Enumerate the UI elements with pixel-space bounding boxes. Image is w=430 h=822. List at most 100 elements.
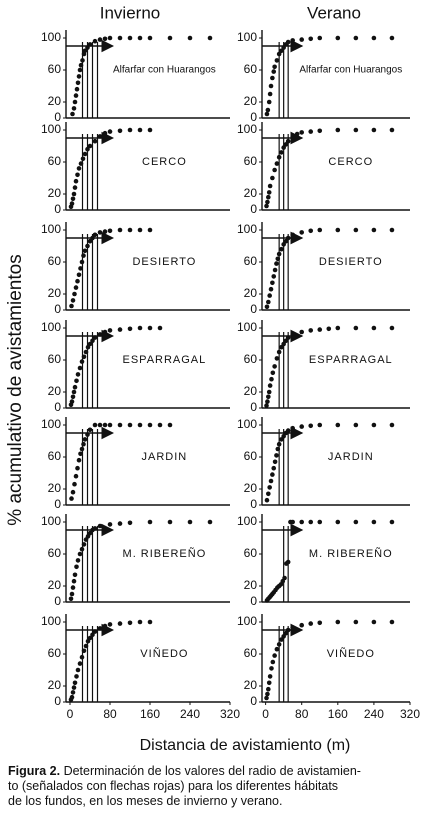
point: [117, 128, 123, 134]
point: [270, 75, 275, 81]
point: [70, 394, 76, 400]
y-tick-label: 60: [244, 352, 258, 366]
point: [274, 453, 279, 458]
point: [265, 199, 270, 205]
point: [279, 344, 284, 350]
point: [81, 354, 87, 360]
point: [81, 648, 87, 654]
point: [137, 619, 143, 625]
point: [267, 293, 272, 298]
point: [353, 227, 359, 233]
panel-title: CERCO: [328, 156, 373, 168]
point: [127, 620, 133, 626]
point: [317, 128, 323, 134]
point: [70, 298, 76, 303]
panel-title: DESIERTO: [319, 256, 383, 268]
point: [308, 129, 314, 134]
point: [75, 667, 81, 673]
point: [97, 230, 103, 235]
point: [285, 138, 291, 144]
y-tick-label: 0: [250, 497, 257, 511]
point: [79, 546, 85, 552]
point: [281, 145, 286, 150]
point: [74, 86, 80, 92]
point: [70, 489, 76, 495]
point: [271, 274, 277, 279]
point: [267, 485, 272, 490]
y-tick-label: 60: [244, 154, 258, 168]
panel-title: ESPARRAGAL: [123, 354, 207, 366]
point: [97, 523, 103, 529]
point: [266, 491, 271, 497]
point: [353, 325, 359, 331]
point: [265, 691, 270, 697]
panel-title: ESPARRAGAL: [309, 354, 393, 366]
point: [127, 35, 133, 41]
panel-title: VIÑEDO: [327, 647, 375, 660]
point: [167, 35, 173, 41]
point: [290, 519, 295, 525]
caption: Figura 2. Determinación de los valores d…: [8, 764, 426, 809]
point: [71, 191, 77, 197]
panel-title: VIÑEDO: [140, 647, 188, 660]
panel-title: CERCO: [142, 156, 187, 168]
point: [272, 653, 277, 658]
point: [102, 623, 108, 629]
point: [147, 619, 153, 625]
point: [371, 619, 377, 625]
point: [279, 150, 284, 155]
point: [87, 530, 93, 536]
point: [83, 349, 89, 355]
point: [283, 630, 289, 636]
point: [275, 446, 281, 452]
point: [281, 242, 286, 247]
point: [75, 465, 80, 471]
point: [282, 575, 287, 581]
point: [335, 519, 341, 525]
point: [266, 99, 272, 105]
y-tick-label: 20: [244, 678, 258, 692]
point: [70, 196, 76, 202]
point: [371, 519, 377, 525]
point: [82, 151, 88, 157]
point: [299, 424, 305, 429]
point: [290, 38, 295, 43]
point: [75, 80, 81, 86]
point: [290, 232, 295, 238]
point: [270, 175, 275, 181]
point: [147, 227, 153, 233]
point: [317, 327, 323, 332]
point: [279, 637, 284, 642]
point: [299, 519, 305, 525]
point: [127, 422, 133, 428]
point: [90, 338, 95, 344]
point: [371, 422, 377, 428]
column-title: Invierno: [100, 3, 160, 22]
point: [102, 36, 108, 42]
point: [279, 246, 284, 252]
point: [117, 327, 123, 332]
point: [308, 328, 314, 333]
point: [335, 422, 341, 428]
point: [389, 35, 395, 41]
point: [308, 519, 314, 525]
point: [276, 154, 282, 160]
point: [266, 190, 272, 195]
point: [73, 178, 79, 184]
point: [71, 685, 77, 690]
y-tick-label: 20: [244, 186, 258, 200]
y-tick-label: 0: [54, 302, 61, 316]
point: [117, 227, 123, 233]
y-tick-label: 0: [250, 594, 257, 608]
point: [270, 659, 276, 665]
point: [117, 521, 123, 526]
panel-title: Alfarfar con Huarangos: [113, 65, 216, 76]
point: [308, 36, 314, 42]
x-tick-label: 160: [140, 707, 160, 721]
point: [270, 472, 275, 477]
point: [80, 156, 86, 162]
point: [71, 106, 77, 111]
point: [272, 167, 277, 173]
point: [266, 299, 271, 305]
